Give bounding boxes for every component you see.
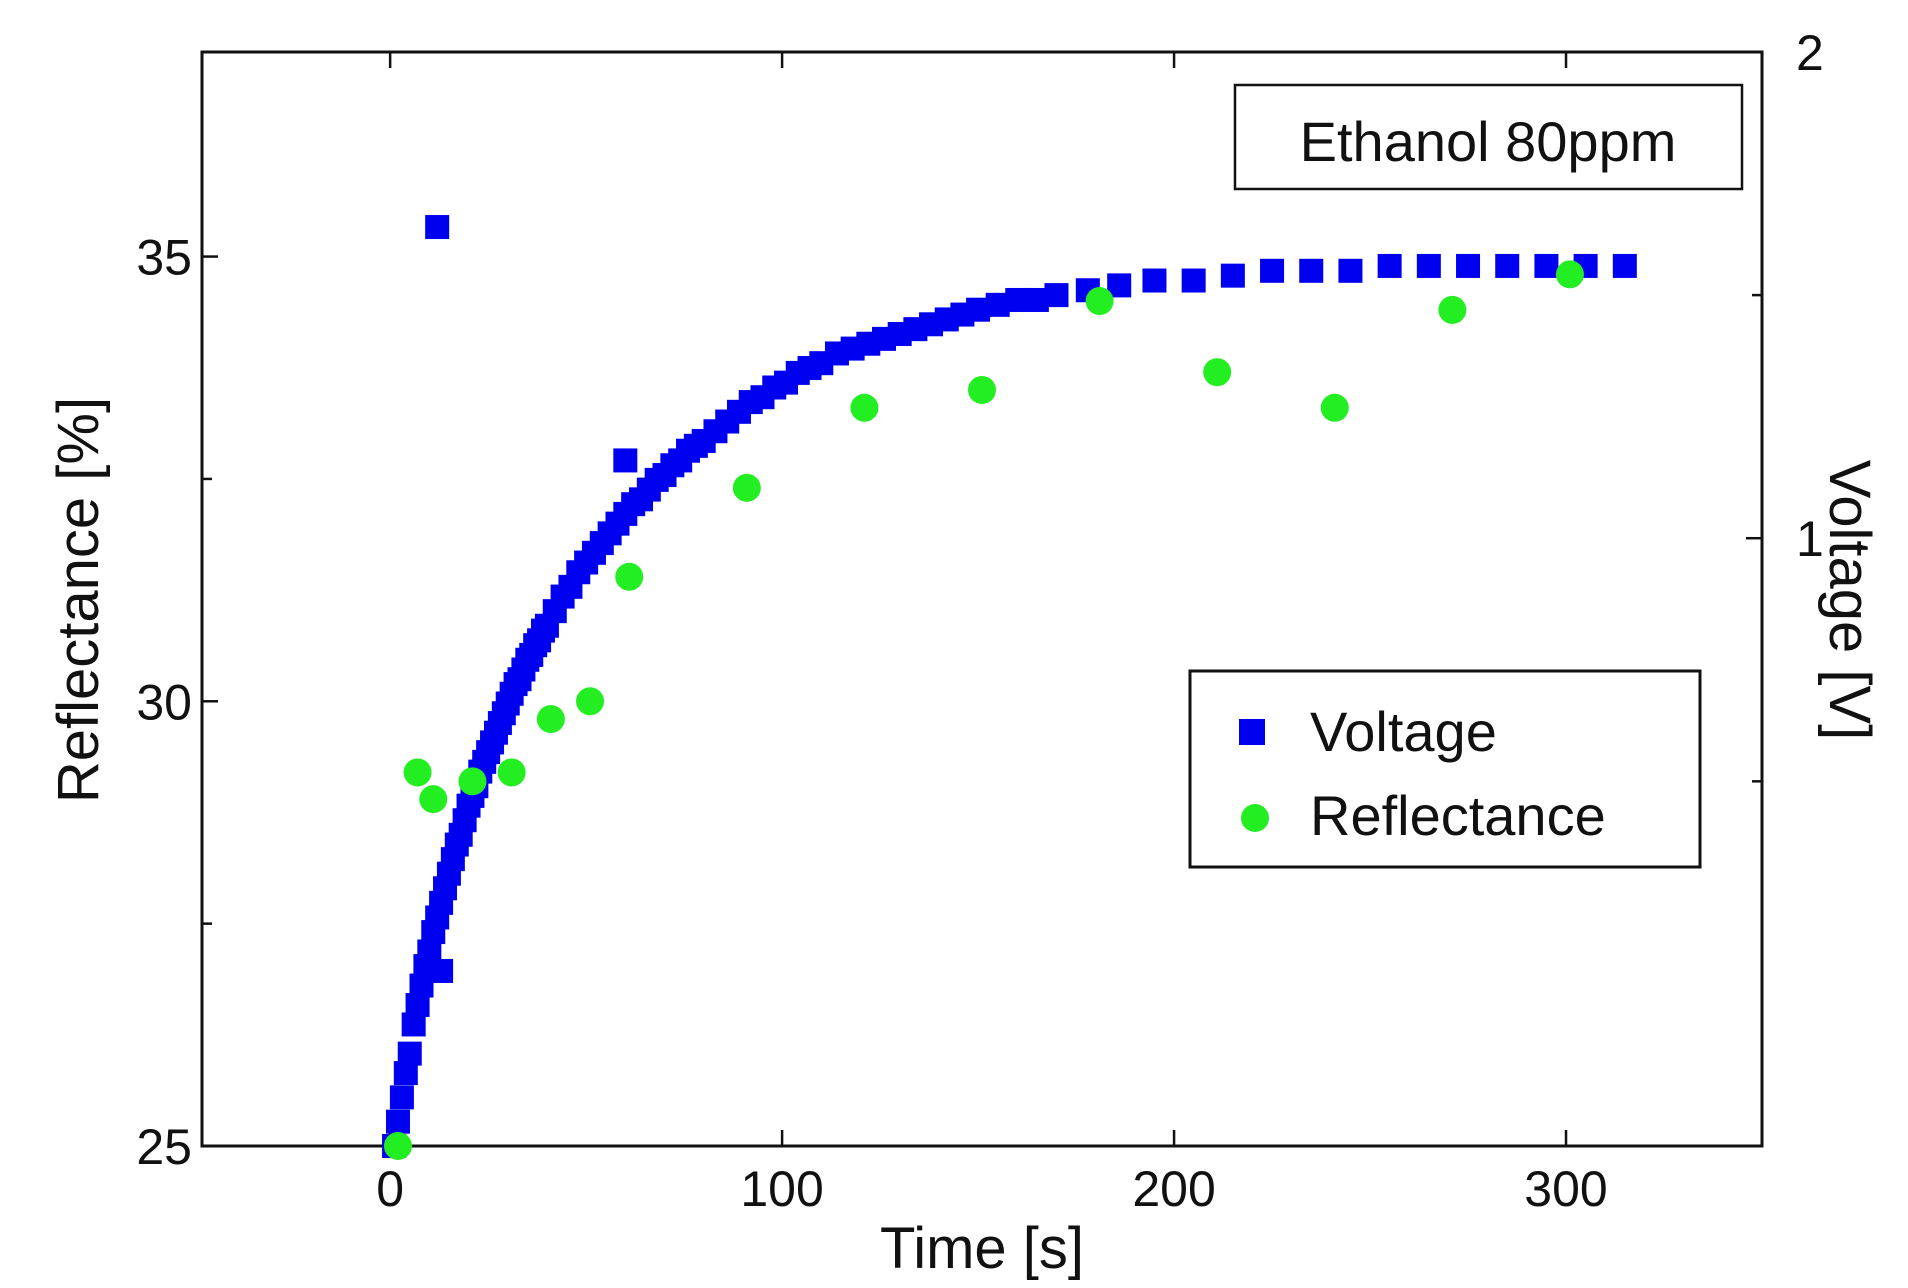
reflectance-point: [1320, 393, 1349, 422]
y2-tick-label: 2: [1796, 25, 1824, 81]
voltage-point: [1456, 253, 1481, 278]
legend-frame: [1188, 669, 1702, 869]
y-tick-label: 25: [136, 1119, 192, 1175]
voltage-point: [613, 448, 638, 473]
y-tick-label: 35: [136, 230, 192, 286]
y2-tick-label: 1: [1796, 511, 1824, 567]
y-tick-label: 30: [136, 674, 192, 730]
reflectance-point: [615, 562, 644, 591]
voltage-point: [1534, 253, 1559, 278]
legend: Voltage Reflectance: [1188, 669, 1702, 869]
y2-axis-title: Voltage [V]: [1817, 460, 1882, 741]
x-tick-label: 300: [1524, 1161, 1607, 1217]
reflectance-point: [968, 375, 996, 404]
voltage-point: [1299, 258, 1324, 283]
reflectance-point: [419, 785, 448, 814]
x-tick-label: 0: [376, 1161, 404, 1217]
voltage-point: [389, 1085, 414, 1110]
tick-labels: 0 100 200 300 25 30 35 1 2: [136, 25, 1823, 1217]
legend-voltage-label: Voltage: [1310, 700, 1497, 763]
voltage-point: [397, 1041, 422, 1066]
voltage-point: [425, 215, 450, 240]
reflectance-point: [536, 705, 565, 734]
reflectance-point: [850, 393, 879, 422]
voltage-point: [1260, 258, 1285, 283]
voltage-point: [1142, 268, 1167, 293]
reflectance-point: [1555, 260, 1584, 289]
x-axis-title: Time [s]: [880, 1216, 1084, 1281]
reflectance-point: [576, 687, 605, 716]
reflectance-point: [1203, 358, 1232, 387]
reflectance-point: [732, 473, 761, 502]
y-axis-title: Reflectance [%]: [46, 397, 111, 803]
voltage-point: [385, 1109, 410, 1134]
reflectance-point: [403, 758, 432, 787]
legend-reflectance-marker: [1241, 804, 1269, 832]
reflectance-point: [1438, 295, 1467, 324]
annotation-frame: [1233, 83, 1744, 191]
x-tick-label: 200: [1132, 1161, 1215, 1217]
annotation-box: Ethanol 80ppm: [1233, 83, 1744, 191]
voltage-point: [1044, 283, 1069, 308]
voltage-point: [1181, 268, 1206, 293]
voltage-point: [1338, 258, 1363, 283]
voltage-point: [429, 958, 454, 983]
reflectance-point: [383, 1132, 412, 1160]
reflectance-point: [1085, 287, 1114, 316]
voltage-point: [1220, 263, 1245, 288]
voltage-point: [1377, 253, 1402, 278]
reflectance-series: [383, 260, 1584, 1160]
voltage-point: [1495, 253, 1520, 278]
legend-voltage-marker: [1239, 719, 1265, 745]
reflectance-point: [458, 767, 487, 796]
plot-frame: [200, 50, 1764, 1148]
voltage-point: [1416, 253, 1441, 278]
legend-reflectance-label: Reflectance: [1310, 784, 1606, 847]
x-tick-label: 100: [740, 1161, 823, 1217]
voltage-point: [1612, 253, 1637, 278]
reflectance-point: [497, 758, 526, 787]
annotation-text: Ethanol 80ppm: [1300, 110, 1677, 173]
